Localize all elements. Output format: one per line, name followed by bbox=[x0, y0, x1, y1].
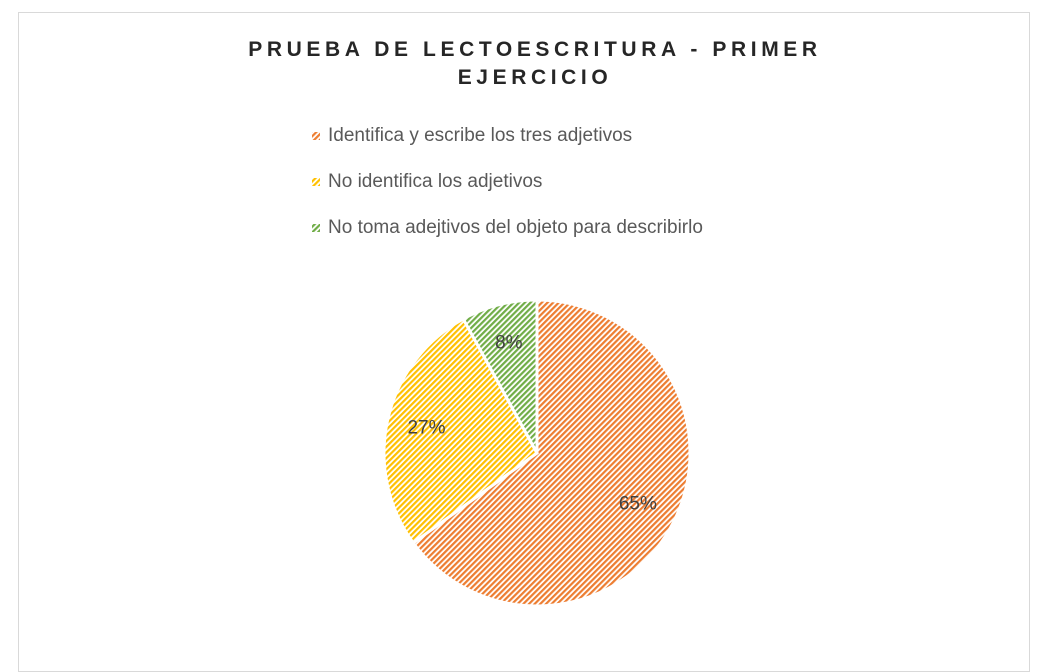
slice-label: 65% bbox=[619, 493, 657, 514]
legend-label: No identifica los adjetivos bbox=[328, 171, 542, 192]
legend-label: No toma adejtivos del objeto para descri… bbox=[328, 217, 703, 238]
legend-swatch bbox=[312, 132, 320, 140]
legend-swatch bbox=[312, 224, 320, 232]
pie-slice bbox=[411, 298, 692, 608]
legend-label: Identifica y escribe los tres adjetivos bbox=[328, 125, 632, 146]
slice-label: 27% bbox=[407, 417, 445, 438]
legend-swatch bbox=[312, 178, 320, 186]
slice-label: 8% bbox=[495, 332, 523, 353]
page: Identifica y escribe los tres adjetivos N… bbox=[18, 12, 1030, 672]
chart: Identifica y escribe los tres adjetivos N… bbox=[312, 125, 703, 608]
chart-title: PRUEBA DE LECTOESCRITURA - PRIMER EJERCI… bbox=[248, 38, 822, 89]
pie-slice bbox=[461, 298, 539, 454]
pie-slice bbox=[382, 316, 539, 546]
